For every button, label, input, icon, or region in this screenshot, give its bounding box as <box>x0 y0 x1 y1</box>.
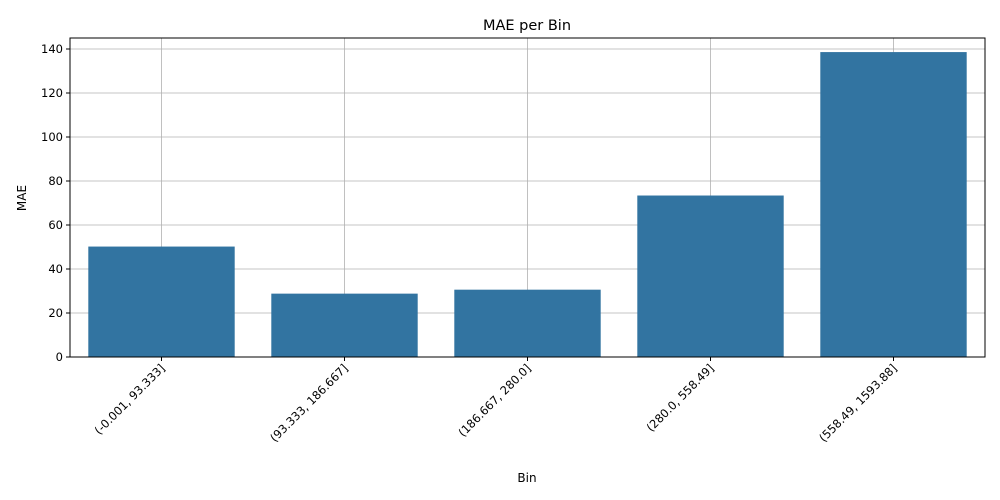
y-tick-label: 0 <box>56 350 63 364</box>
bar <box>820 52 967 357</box>
bar <box>637 195 784 357</box>
chart-title: MAE per Bin <box>483 18 571 34</box>
y-tick-label: 140 <box>41 42 63 56</box>
bar <box>271 293 418 357</box>
y-axis-ticks: 0 20 40 60 80 100 120 140 <box>41 42 70 364</box>
x-tick-label: (558.49, 1593.88] <box>816 361 900 445</box>
y-tick-label: 100 <box>41 130 63 144</box>
y-tick-label: 120 <box>41 86 63 100</box>
bars <box>88 52 967 357</box>
x-axis-ticks: (-0.001, 93.333] (93.333, 186.667] (186.66… <box>92 357 900 445</box>
x-axis-label: Bin <box>517 471 536 485</box>
bar <box>454 289 601 357</box>
y-tick-label: 20 <box>48 306 63 320</box>
y-tick-label: 60 <box>48 218 63 232</box>
x-tick-label: (93.333, 186.667] <box>267 361 351 445</box>
y-tick-label: 80 <box>48 174 63 188</box>
x-tick-label: (280.0, 558.49] <box>643 361 716 434</box>
y-axis-label: MAE <box>15 185 29 211</box>
y-tick-label: 40 <box>48 262 63 276</box>
x-tick-label: (186.667, 280.0] <box>455 361 533 439</box>
bar <box>88 246 235 357</box>
x-tick-label: (-0.001, 93.333] <box>92 361 168 437</box>
